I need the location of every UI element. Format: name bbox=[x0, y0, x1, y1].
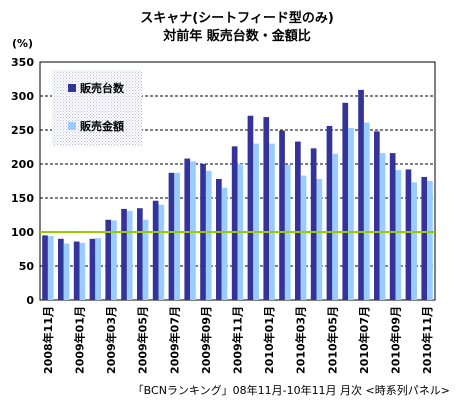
legend-label-units: 販売台数 bbox=[80, 81, 125, 95]
bar-amount bbox=[190, 161, 196, 300]
chart-title: スキャナ(シートフィード型のみ) bbox=[140, 10, 334, 26]
y-tick-label: 50 bbox=[19, 260, 35, 273]
bar-units bbox=[137, 208, 143, 300]
y-tick-label: 0 bbox=[26, 294, 34, 307]
bar-amount bbox=[316, 178, 323, 300]
bar-units bbox=[405, 169, 412, 300]
bar-amount bbox=[348, 127, 354, 301]
bar-units bbox=[358, 89, 364, 300]
x-tick-label: 2008年11月 bbox=[41, 306, 55, 374]
legend-box bbox=[52, 70, 142, 146]
bar-units bbox=[421, 176, 428, 300]
bar-amount bbox=[300, 175, 307, 300]
bar-amount bbox=[269, 143, 275, 300]
y-tick-label: 350 bbox=[11, 56, 34, 69]
bar-units bbox=[231, 146, 238, 300]
bar-amount bbox=[332, 153, 338, 300]
bar-amount bbox=[47, 236, 54, 300]
bar-amount bbox=[221, 187, 228, 300]
bar-amount bbox=[427, 181, 433, 300]
legend: 販売台数 販売金額 bbox=[52, 70, 142, 146]
legend-label-amount: 販売金額 bbox=[80, 119, 124, 133]
bar-units bbox=[168, 172, 175, 300]
bar-units bbox=[89, 238, 96, 300]
bar-amount bbox=[395, 170, 402, 300]
bar-amount bbox=[63, 243, 70, 300]
x-tick-label: 2010年07月 bbox=[357, 306, 371, 374]
y-tick-label: 300 bbox=[11, 90, 34, 103]
x-tick-label: 2009年09月 bbox=[199, 306, 213, 374]
bar-amount bbox=[126, 210, 133, 300]
bar-amount bbox=[158, 204, 165, 300]
x-tick-label: 2009年07月 bbox=[167, 306, 181, 374]
x-tick-label: 2009年05月 bbox=[136, 306, 150, 374]
y-axis-ticks: 0 50 100 150 200 250 300 350 bbox=[11, 56, 34, 307]
x-tick-label: 2009年11月 bbox=[231, 306, 245, 374]
bar-units bbox=[389, 153, 396, 300]
bar-amount bbox=[79, 242, 86, 300]
chart-subtitle: 対前年 販売台数・金額比 bbox=[162, 28, 311, 44]
bar-amount bbox=[95, 238, 101, 300]
bar-amount bbox=[379, 153, 386, 300]
bar-units bbox=[121, 208, 127, 300]
bar-units bbox=[58, 238, 64, 300]
x-tick-label: 2010年05月 bbox=[325, 306, 339, 374]
bar-units bbox=[73, 241, 80, 300]
bar-units bbox=[326, 125, 333, 300]
bar-amount bbox=[111, 220, 117, 300]
bar-units bbox=[105, 219, 112, 300]
bar-units bbox=[342, 102, 349, 300]
bar-units bbox=[247, 115, 254, 300]
y-tick-label: 100 bbox=[11, 226, 34, 239]
bar-units bbox=[42, 235, 48, 300]
y-tick-label: 200 bbox=[11, 158, 34, 171]
x-tick-label: 2009年03月 bbox=[104, 306, 118, 374]
bar-amount bbox=[174, 172, 180, 300]
legend-swatch-units bbox=[68, 84, 76, 92]
y-tick-label: 250 bbox=[11, 124, 34, 137]
bar-amount bbox=[205, 170, 212, 300]
y-axis-unit-label: (%) bbox=[12, 37, 33, 50]
legend-swatch-amount bbox=[68, 122, 76, 130]
bar-amount bbox=[363, 122, 370, 301]
bar-amount bbox=[253, 143, 259, 300]
bar-units bbox=[184, 158, 191, 300]
bar-units bbox=[295, 141, 301, 300]
bar-units bbox=[374, 131, 380, 300]
bar-units bbox=[216, 178, 222, 300]
bar-units bbox=[152, 200, 159, 300]
x-tick-label: 2010年11月 bbox=[420, 306, 434, 374]
bar-amount bbox=[142, 219, 149, 300]
bar-units bbox=[263, 117, 270, 300]
bar-units bbox=[279, 130, 285, 300]
bar-units bbox=[310, 148, 317, 300]
x-tick-label: 2009年01月 bbox=[73, 306, 87, 374]
source-note: 「BCNランキング」08年11月-10年11月 月次 <時系列パネル> bbox=[133, 383, 450, 397]
y-tick-label: 150 bbox=[11, 192, 34, 205]
x-tick-label: 2010年01月 bbox=[262, 306, 276, 374]
x-tick-label: 2010年03月 bbox=[294, 306, 308, 374]
x-tick-label: 2010年09月 bbox=[389, 306, 403, 374]
x-axis-ticks: 2008年11月 2009年01月 2009年03月 2009年05月 2009年07月… bbox=[41, 306, 434, 374]
bar-amount bbox=[411, 182, 417, 300]
